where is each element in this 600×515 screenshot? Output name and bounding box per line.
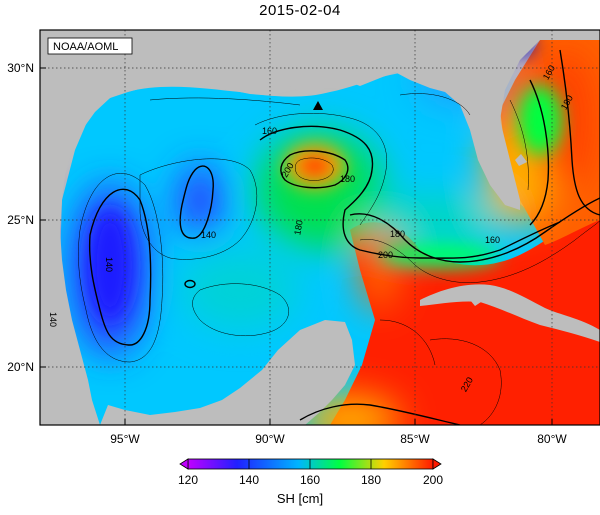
longitude-labels: 95°W 90°W 85°W 80°W xyxy=(110,432,567,446)
map-frame xyxy=(39,29,600,426)
colorbar-tick-label: 120 xyxy=(178,473,198,487)
lat-label: 20°N xyxy=(7,360,34,374)
contour-label: 140 xyxy=(201,230,216,240)
lon-label: 95°W xyxy=(110,432,140,446)
map-title: 2015-02-04 xyxy=(259,2,341,19)
colorbar-tick-label: 160 xyxy=(300,473,320,487)
lat-label: 30°N xyxy=(7,61,34,75)
land xyxy=(40,30,600,425)
contour-label: 180 xyxy=(292,219,304,236)
contour-label: 140 xyxy=(104,257,114,272)
contour-label: 160 xyxy=(262,126,277,136)
lat-label: 25°N xyxy=(7,213,34,227)
ticks xyxy=(40,67,553,425)
colorbar-ticks xyxy=(248,459,372,469)
contour-label: 180 xyxy=(340,174,355,184)
colorbar: 120 140 160 180 200 xyxy=(178,458,443,487)
lon-label: 85°W xyxy=(400,432,430,446)
contour-label: 140 xyxy=(48,312,58,327)
lon-label: 90°W xyxy=(255,432,285,446)
credit-box xyxy=(47,37,133,55)
lon-label: 80°W xyxy=(537,432,567,446)
map-field: 160 180 140 140 200 180 180 200 160 160 … xyxy=(40,30,600,425)
contour-label: 180 xyxy=(390,229,405,239)
colorbar-label: SH [cm] xyxy=(276,491,324,506)
colorbar-tick-label: 140 xyxy=(239,473,259,487)
colorbar-tick-labels: 120 140 160 180 200 xyxy=(178,473,443,487)
colorbar-gradient xyxy=(187,458,434,470)
station-triangle-icon xyxy=(313,101,323,110)
colorbar-tick-label: 180 xyxy=(361,473,381,487)
latitude-labels: 30°N 25°N 20°N xyxy=(7,61,34,374)
gridlines xyxy=(40,30,600,425)
contour-label: 160 xyxy=(485,235,500,245)
colorbar-min-arrow-icon xyxy=(179,458,189,470)
major-contours xyxy=(88,49,600,425)
minor-contours xyxy=(78,93,600,425)
contours xyxy=(78,49,600,425)
colorbar-max-arrow-icon xyxy=(432,458,442,470)
colorbar-tick-label: 200 xyxy=(423,473,443,487)
credit-label: NOAA/AOML xyxy=(53,41,118,53)
contour-140-islet xyxy=(184,279,196,289)
contour-label: 200 xyxy=(378,250,393,260)
